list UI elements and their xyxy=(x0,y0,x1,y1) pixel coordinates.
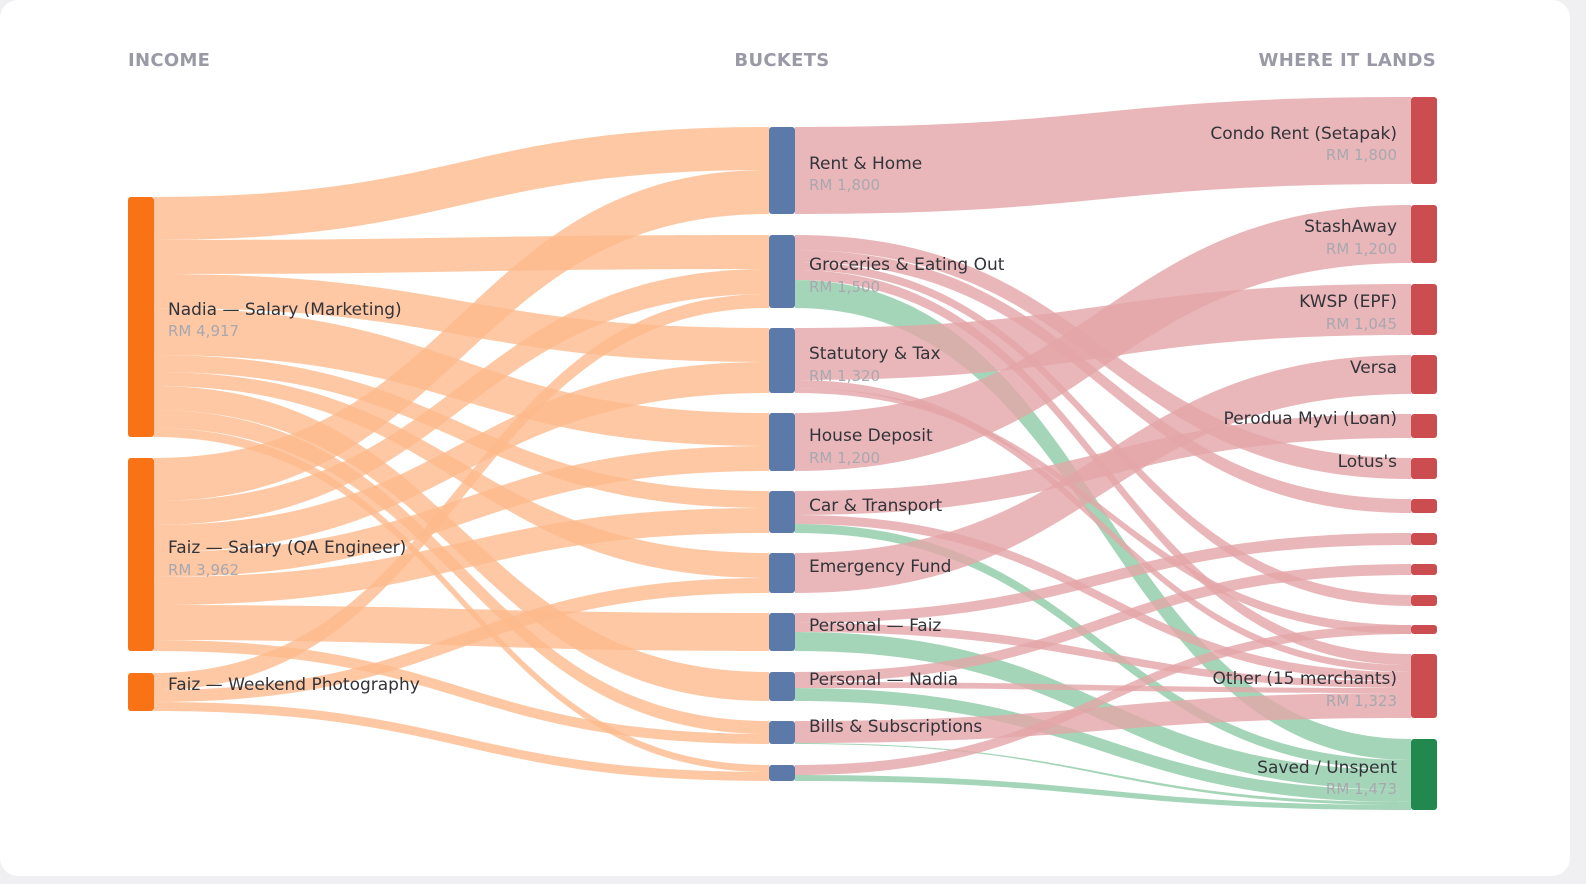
flow-link-spend-8 xyxy=(795,388,1411,634)
dest-amount-saved: RM 1,473 xyxy=(1326,780,1397,798)
dest-label-kwsp: KWSP (EPF) xyxy=(1299,292,1397,312)
bucket-amount-statutory: RM 1,320 xyxy=(809,367,880,385)
flow-link-income-16 xyxy=(154,294,769,690)
node-bucket-misc xyxy=(769,765,795,781)
flow-link-spend-17 xyxy=(795,564,1411,682)
income-label-photo: Faiz — Weekend Photography xyxy=(168,675,420,695)
bucket-label-rent: Rent & Home xyxy=(809,154,922,174)
dest-amount-other: RM 1,323 xyxy=(1326,692,1397,710)
flow-link-income-11 xyxy=(154,362,769,552)
node-bucket-pfaiz xyxy=(769,613,795,651)
node-bucket-car xyxy=(769,491,795,533)
node-dest-d8 xyxy=(1411,533,1437,545)
flow-link-income-0 xyxy=(154,127,769,240)
bucket-label-bills: Bills & Subscriptions xyxy=(809,717,982,737)
flow-link-income-18 xyxy=(154,702,769,781)
node-dest-stash xyxy=(1411,205,1437,263)
bucket-label-personal-nadia: Personal — Nadia xyxy=(809,670,958,690)
buckets-column-header: BUCKETS xyxy=(734,50,829,71)
flow-link-spend-7 xyxy=(795,380,1411,672)
flow-link-income-10 xyxy=(154,269,769,525)
flow-link-income-1 xyxy=(154,235,769,274)
dest-label-saved: Saved / Unspent xyxy=(1257,758,1397,778)
node-dest-other xyxy=(1411,654,1437,718)
flow-link-spend-15 xyxy=(795,623,1411,688)
dest-amount-kwsp: RM 1,045 xyxy=(1326,315,1397,333)
node-income-faiz xyxy=(128,458,154,651)
dest-amount-condo: RM 1,800 xyxy=(1326,146,1397,164)
flow-link-spend-0 xyxy=(795,97,1411,214)
flow-link-income-3 xyxy=(154,308,769,446)
node-dest-versa xyxy=(1411,355,1437,394)
flow-link-income-5 xyxy=(154,372,769,578)
dest-label-stashaway: StashAway xyxy=(1304,217,1397,237)
flow-link-income-7 xyxy=(154,410,769,734)
node-dest-myvi xyxy=(1411,414,1437,438)
node-dest-lotus xyxy=(1411,458,1437,479)
dest-label-versa: Versa xyxy=(1350,358,1397,378)
flow-link-income-17 xyxy=(154,578,769,702)
dest-label-other: Other (15 merchants) xyxy=(1213,669,1397,689)
bucket-label-statutory: Statutory & Tax xyxy=(809,344,941,364)
flow-link-spend-22 xyxy=(795,625,1411,775)
flow-link-spend-5 xyxy=(795,280,1411,760)
dest-label-lotus: Lotus's xyxy=(1338,452,1398,472)
destinations-column-header: WHERE IT LANDS xyxy=(1259,50,1436,71)
flow-link-spend-2 xyxy=(795,250,1411,513)
flow-link-income-13 xyxy=(154,508,769,605)
bucket-label-groceries: Groceries & Eating Out xyxy=(809,255,1005,275)
income-column-header: INCOME xyxy=(128,50,210,71)
bucket-label-personal-faiz: Personal — Faiz xyxy=(809,616,941,636)
income-amount-faiz: RM 3,962 xyxy=(168,561,239,579)
flow-link-income-12 xyxy=(154,446,769,577)
flow-link-spend-14 xyxy=(795,533,1411,623)
node-dest-d9 xyxy=(1411,564,1437,575)
income-label-nadia: Nadia — Salary (Marketing) xyxy=(168,300,402,320)
flow-nodes xyxy=(128,97,1437,810)
node-bucket-emerg xyxy=(769,553,795,593)
income-amount-nadia: RM 4,917 xyxy=(168,322,239,340)
flow-link-income-9 xyxy=(154,170,769,501)
bucket-label-house: House Deposit xyxy=(809,426,933,446)
node-dest-d10 xyxy=(1411,595,1437,606)
node-bucket-rent xyxy=(769,127,795,214)
flow-link-spend-9 xyxy=(795,205,1411,471)
flow-link-income-8 xyxy=(154,428,769,772)
dest-amount-stashaway: RM 1,200 xyxy=(1326,240,1397,258)
flow-link-spend-18 xyxy=(795,682,1411,693)
bucket-amount-rent: RM 1,800 xyxy=(809,176,880,194)
flow-link-spend-11 xyxy=(795,515,1411,681)
node-bucket-bills xyxy=(769,721,795,744)
bucket-label-emergency: Emergency Fund xyxy=(809,557,951,577)
node-bucket-stat xyxy=(769,328,795,393)
node-bucket-groc xyxy=(769,235,795,308)
flow-link-income-4 xyxy=(154,355,769,508)
flow-link-spend-12 xyxy=(795,524,1411,770)
bucket-amount-house: RM 1,200 xyxy=(809,449,880,467)
flow-link-income-15 xyxy=(154,640,769,744)
flow-link-spend-3 xyxy=(795,262,1411,606)
node-dest-d7 xyxy=(1411,499,1437,513)
flow-link-spend-20 xyxy=(795,693,1411,743)
flow-link-spend-21 xyxy=(795,743,1411,805)
node-dest-saved xyxy=(1411,739,1437,810)
flow-link-spend-23 xyxy=(795,775,1411,810)
bucket-label-car: Car & Transport xyxy=(809,496,942,516)
node-income-nadia xyxy=(128,197,154,437)
flow-link-spend-19 xyxy=(795,688,1411,802)
node-dest-condo xyxy=(1411,97,1437,184)
node-income-photo xyxy=(128,673,154,711)
dest-label-myvi: Perodua Myvi (Loan) xyxy=(1224,409,1397,429)
node-dest-d11 xyxy=(1411,625,1437,634)
flow-links xyxy=(154,97,1411,810)
node-dest-kwsp xyxy=(1411,284,1437,335)
node-bucket-house xyxy=(769,413,795,471)
node-bucket-pnadia xyxy=(769,672,795,701)
income-label-faiz: Faiz — Salary (QA Engineer) xyxy=(168,538,406,558)
dest-label-condo: Condo Rent (Setapak) xyxy=(1210,124,1397,144)
flow-link-spend-13 xyxy=(795,355,1411,593)
bucket-amount-groceries: RM 1,500 xyxy=(809,278,880,296)
